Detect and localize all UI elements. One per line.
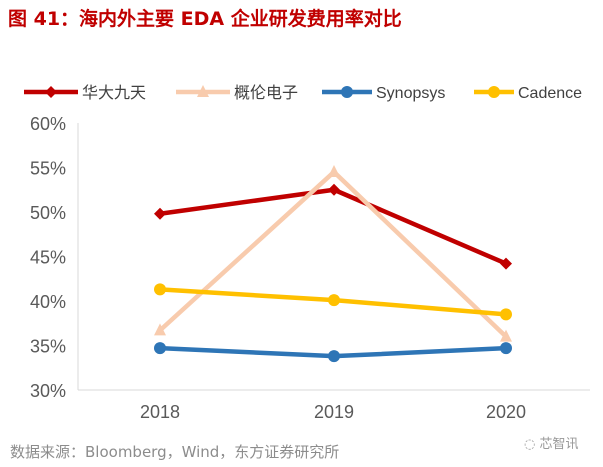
watermark: ◌ 芯智讯 [524, 433, 579, 452]
legend-marker [45, 86, 57, 98]
y-tick-label: 50% [30, 203, 66, 223]
data-point [328, 183, 340, 196]
legend-label: 华大九天 [82, 84, 146, 102]
series-line-1 [159, 187, 507, 266]
y-tick-label: 30% [30, 381, 66, 401]
y-tick-label: 55% [30, 159, 66, 179]
data-point [154, 207, 166, 220]
x-tick-label: 2020 [486, 402, 526, 422]
legend-label: Synopsys [376, 85, 445, 102]
y-tick-label: 45% [30, 248, 66, 268]
y-tick-label: 35% [30, 337, 66, 357]
watermark-text: 芯智讯 [539, 437, 579, 452]
source-note: 数据来源：Bloomberg，Wind，东方证券研究所 [10, 443, 340, 461]
y-tick-label: 60% [30, 114, 66, 134]
x-tick-label: 2018 [140, 402, 180, 422]
x-tick-label: 2019 [314, 402, 354, 422]
data-point [500, 329, 512, 342]
data-point [154, 342, 166, 355]
data-point [500, 257, 512, 270]
wechat-icon: ◌ [524, 437, 540, 452]
data-point [328, 294, 340, 307]
data-point [500, 308, 512, 321]
data-point [154, 323, 166, 336]
y-tick-label: 40% [30, 292, 66, 312]
legend-marker [197, 85, 209, 97]
legend-label: Cadence [518, 85, 582, 102]
data-point [328, 164, 340, 177]
data-point [328, 350, 340, 363]
legend-marker [488, 86, 500, 98]
data-point [500, 342, 512, 355]
legend-label: 概伦电子 [234, 84, 298, 102]
figure-title: 图 41：海内外主要 EDA 企业研发费用率对比 [8, 8, 402, 30]
legend-marker [341, 86, 353, 98]
data-point [154, 283, 166, 296]
